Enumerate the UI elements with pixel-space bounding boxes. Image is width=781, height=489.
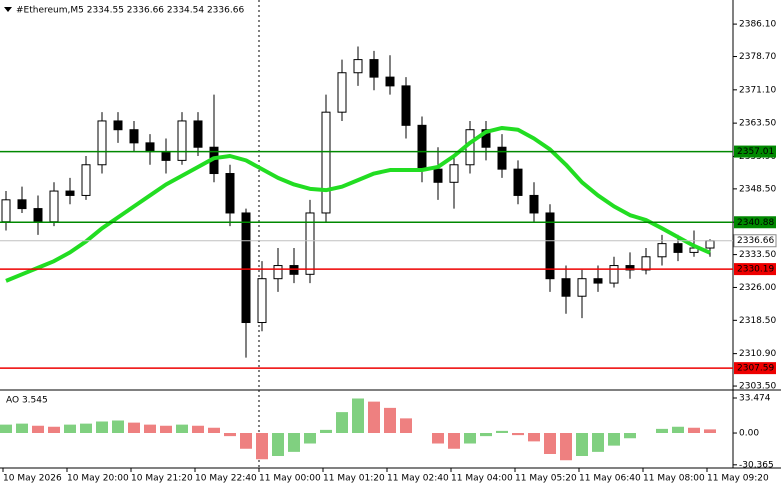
level-box: [734, 145, 776, 158]
candle-body: [353, 59, 363, 74]
moving-average: [5, 125, 711, 283]
y-tick-label: 2386.10: [739, 20, 776, 30]
x-tick-label: 11 May 02:40: [387, 474, 449, 484]
candle-body: [593, 278, 603, 284]
level-box: [734, 216, 776, 229]
candle-body: [81, 164, 91, 196]
candle-body: [705, 240, 715, 249]
x-tick-label: 11 May 04:00: [451, 474, 513, 484]
current-price-label: 2336.66: [737, 236, 774, 246]
candle-body: [337, 72, 347, 113]
y-tick-label: 2363.50: [739, 119, 776, 129]
x-tick-label: 11 May 05:20: [515, 474, 577, 484]
candle-body: [529, 194, 539, 214]
candle-body: [577, 278, 587, 297]
candle-body: [97, 120, 107, 166]
x-tick-label: 10 May 2026: [3, 474, 62, 484]
level-box: [734, 362, 776, 375]
candle-body: [609, 265, 619, 284]
candle-body: [1, 199, 11, 223]
candle-body: [657, 243, 667, 258]
candle-body: [689, 247, 699, 253]
y-tick-label: 2333.50: [739, 250, 776, 260]
candle-body: [129, 129, 139, 144]
x-tick-label: 11 May 00:00: [259, 474, 321, 484]
x-tick-label: 10 May 21:20: [131, 474, 193, 484]
candle-body: [33, 208, 43, 223]
level-label: 2357.01: [737, 147, 774, 157]
x-tick-label: 11 May 08:00: [643, 474, 705, 484]
candle-body: [193, 120, 203, 148]
candle-body: [641, 256, 651, 271]
candle-body: [273, 265, 283, 280]
candle-body: [17, 199, 27, 210]
candle-body: [369, 59, 379, 78]
ao-tick-label: -30.365: [739, 460, 774, 470]
candle-body: [49, 190, 59, 223]
candle-body: [497, 146, 507, 170]
candle-body: [401, 85, 411, 126]
y-tick-label: 2371.10: [739, 85, 776, 95]
chart-title: #Ethereum,M5 2334.55 2336.66 2334.54 233…: [16, 6, 244, 16]
candle-body: [113, 120, 123, 131]
candle-body: [481, 129, 491, 148]
candle-body: [289, 265, 299, 275]
candle-body: [513, 168, 523, 196]
candle-body: [161, 151, 171, 161]
candle-body: [225, 173, 235, 214]
level-label: 2330.19: [737, 265, 774, 275]
menu-icon[interactable]: [4, 7, 12, 12]
ao-tick-label: 33.474: [739, 393, 771, 403]
candle-body: [241, 212, 251, 324]
current-price-box: [733, 234, 777, 248]
indicator-label: AO 3.545: [6, 396, 48, 406]
candle-body: [545, 212, 555, 280]
candle-body: [625, 265, 635, 271]
x-tick-label: 11 May 06:40: [579, 474, 641, 484]
y-tick-label: 2378.70: [739, 52, 776, 62]
candle-body: [65, 190, 75, 196]
x-tick-label: 11 May 09:20: [707, 474, 769, 484]
candle-body: [321, 111, 331, 214]
candle-body: [257, 278, 267, 324]
candle-body: [449, 164, 459, 183]
candle-body: [417, 124, 427, 170]
candle-body: [305, 212, 315, 275]
candle-body: [561, 278, 571, 297]
level-box: [734, 263, 776, 276]
candle-body: [433, 168, 443, 183]
y-tick-label: 2318.50: [739, 316, 776, 326]
candle-body: [145, 142, 155, 153]
x-tick-label: 10 May 20:00: [67, 474, 129, 484]
y-tick-label: 2326.00: [739, 283, 776, 293]
candle-body: [177, 120, 187, 161]
ao-tick-label: 0.00: [739, 429, 759, 439]
y-tick-label: 2303.50: [739, 382, 776, 392]
y-tick-label: 2310.90: [739, 349, 776, 359]
candle-body: [385, 76, 395, 87]
candle-body: [673, 243, 683, 253]
x-tick-label: 10 May 22:40: [195, 474, 257, 484]
level-label: 2307.59: [737, 364, 774, 374]
y-tick-label: 2348.50: [739, 184, 776, 194]
x-tick-label: 11 May 01:20: [323, 474, 385, 484]
level-label: 2340.88: [737, 218, 774, 228]
